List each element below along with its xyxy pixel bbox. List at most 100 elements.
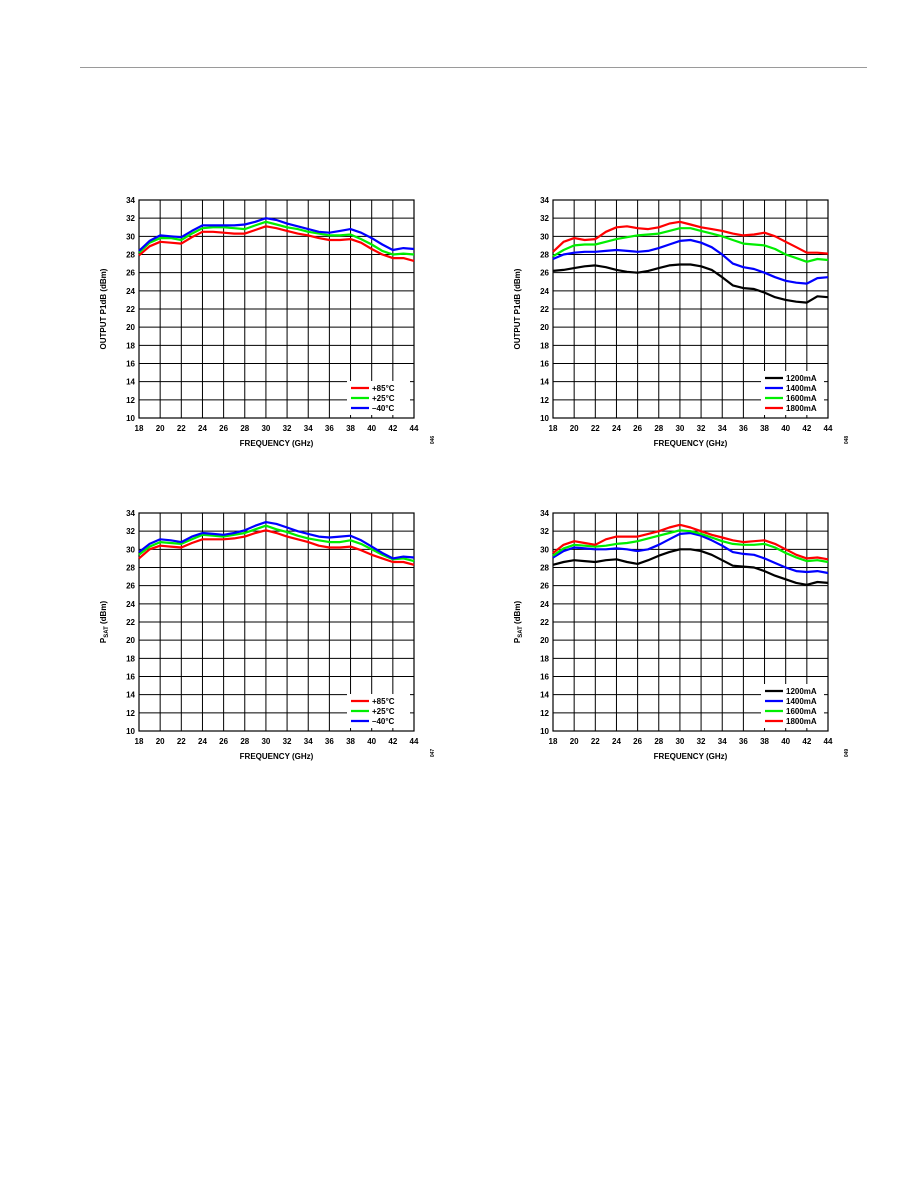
series-line-1 [552,238,829,285]
y-tick-label: 20 [540,636,549,645]
x-tick-label: 34 [304,424,313,433]
x-tick-label: 36 [325,737,334,746]
x-tick-label: 20 [156,737,165,746]
x-tick-label: 42 [802,737,811,746]
y-tick-label: 32 [540,214,549,223]
x-tick-label: 38 [346,737,355,746]
series-line-1 [138,524,415,563]
x-tick-label: 38 [760,424,769,433]
x-tick-label: 32 [283,424,292,433]
x-tick-label: 24 [198,737,207,746]
y-tick-label: 32 [540,527,549,536]
y-axis-label: OUTPUT P1dB (dBm) [99,268,108,349]
x-tick-label: 32 [697,737,706,746]
x-tick-label: 18 [549,737,558,746]
x-tick-label: 24 [612,424,621,433]
y-axis-label: PSAT (dBm) [513,601,524,644]
y-axis-label: OUTPUT P1dB (dBm) [513,268,522,349]
x-tick-label: 42 [388,424,397,433]
x-tick-label: 28 [654,424,663,433]
x-tick-label: 38 [760,737,769,746]
y-tick-label: 30 [126,232,135,241]
series-line-0 [138,225,415,262]
y-tick-label: 14 [540,378,549,387]
x-tick-label: 42 [388,737,397,746]
x-tick-label: 18 [135,424,144,433]
legend-label: +25°C [372,394,395,403]
x-tick-label: 26 [219,424,228,433]
y-tick-label: 12 [126,709,135,718]
x-tick-label: 30 [261,424,270,433]
series-line-2 [552,529,829,564]
x-axis-label: FREQUENCY (GHz) [654,439,728,448]
x-tick-label: 26 [633,737,642,746]
y-tick-label: 10 [126,414,135,423]
y-tick-label: 20 [126,323,135,332]
legend-label: –40°C [372,404,395,413]
figure-id: 049 [844,749,850,758]
x-tick-label: 40 [781,737,790,746]
y-tick-label: 34 [126,196,135,205]
x-tick-label: 44 [410,424,419,433]
x-tick-label: 38 [346,424,355,433]
y-tick-label: 28 [126,251,135,260]
y-tick-label: 24 [540,287,549,296]
legend-label: +85°C [372,697,395,706]
legend-label: 1400mA [786,384,817,393]
plot-frame [138,512,415,732]
x-tick-label: 20 [570,424,579,433]
x-tick-label: 18 [135,737,144,746]
y-tick-label: 34 [126,509,135,518]
y-tick-label: 20 [126,636,135,645]
y-tick-label: 30 [540,232,549,241]
y-tick-label: 20 [540,323,549,332]
y-tick-label: 10 [540,727,549,736]
y-tick-label: 14 [540,691,549,700]
x-tick-label: 24 [198,424,207,433]
y-tick-label: 22 [540,618,549,627]
series-line-1 [552,531,829,575]
legend-label: 1400mA [786,697,817,706]
y-tick-label: 12 [540,396,549,405]
y-tick-label: 28 [540,564,549,573]
figure-id: 048 [844,436,850,445]
x-tick-label: 44 [824,424,833,433]
x-tick-label: 30 [261,737,270,746]
y-tick-label: 28 [126,564,135,573]
x-tick-label: 34 [304,737,313,746]
x-tick-label: 28 [654,737,663,746]
x-tick-label: 20 [156,424,165,433]
y-tick-label: 18 [126,341,135,350]
y-tick-label: 16 [540,360,549,369]
series-line-0 [552,548,829,586]
x-tick-label: 26 [219,737,228,746]
y-tick-label: 32 [126,214,135,223]
x-tick-label: 34 [718,424,727,433]
y-tick-label: 16 [540,673,549,682]
x-tick-label: 26 [633,424,642,433]
figure-id: 047 [430,749,436,758]
y-tick-label: 22 [540,305,549,314]
x-tick-label: 22 [177,424,186,433]
legend-label: 1800mA [786,404,817,413]
y-tick-label: 10 [126,727,135,736]
x-tick-label: 24 [612,737,621,746]
series-line-2 [138,217,415,252]
x-tick-label: 44 [824,737,833,746]
x-tick-label: 42 [802,424,811,433]
y-tick-label: 18 [540,341,549,350]
legend-label: 1200mA [786,687,817,696]
x-tick-label: 18 [549,424,558,433]
x-tick-label: 40 [367,424,376,433]
y-tick-label: 24 [126,600,135,609]
y-tick-label: 16 [126,673,135,682]
x-axis-label: FREQUENCY (GHz) [240,752,314,761]
x-tick-label: 28 [240,737,249,746]
legend-label: 1800mA [786,717,817,726]
x-tick-label: 30 [675,737,684,746]
y-tick-label: 10 [540,414,549,423]
